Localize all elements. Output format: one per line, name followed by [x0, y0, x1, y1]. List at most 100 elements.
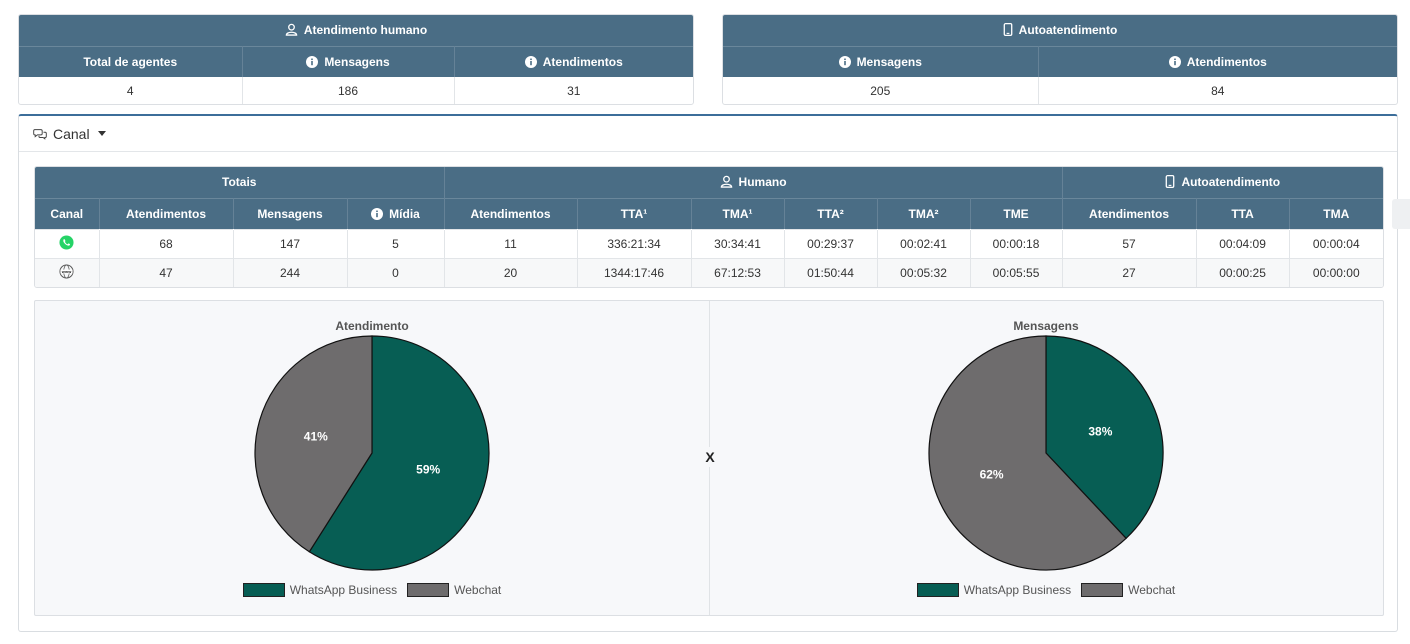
th-human-atendimentos: Atendimentos	[443, 198, 578, 229]
info-icon[interactable]	[1168, 55, 1181, 68]
col-self-messages: Mensagens	[723, 46, 1038, 77]
cell: 11	[443, 228, 578, 258]
cell: 147	[232, 228, 347, 258]
legend-swatch	[407, 583, 450, 597]
cell: 47	[98, 257, 233, 287]
col-self-messages-label: Mensagens	[856, 54, 922, 69]
info-icon[interactable]	[371, 207, 384, 220]
cell: 00:00:04	[1288, 228, 1383, 258]
legend-swatch	[1081, 583, 1124, 597]
cell: 00:00:25	[1195, 257, 1290, 287]
th-tma: TMA	[1288, 198, 1383, 229]
channel-cell: www	[35, 257, 99, 287]
cell: 00:00:18	[969, 228, 1063, 258]
cell: 68	[98, 228, 233, 258]
pie-chart-atendimento: 59% 41%	[254, 335, 490, 571]
th-tma1: TMA¹	[690, 198, 785, 229]
channel-cell	[35, 228, 99, 258]
legend-item-webchat[interactable]: Webchat	[1081, 583, 1175, 597]
webchat-icon: www	[59, 264, 74, 279]
table-row: 68 147 5 11 336:21:34 30:34:41 00:29:37 …	[35, 228, 1383, 258]
legend-label: WhatsApp Business	[963, 583, 1072, 597]
cell: 5	[346, 228, 445, 258]
th-auto-atendimentos: Atendimentos	[1061, 198, 1197, 229]
cell: 20	[443, 257, 578, 287]
human-service-card: Atendimento humano Total de agentes Mens…	[18, 14, 694, 105]
th-canal: Canal	[50, 206, 84, 221]
cell: 00:05:55	[969, 257, 1063, 287]
channel-panel: Canal Totais Humano Autoatendimento Cana…	[18, 114, 1398, 632]
group-auto-label: Autoatendimento	[1181, 175, 1281, 190]
svg-text:www: www	[62, 270, 73, 274]
col-messages: Mensagens	[241, 46, 454, 77]
cell: 336:21:34	[576, 228, 692, 258]
col-self-attendances-label: Atendimentos	[1186, 54, 1267, 69]
legend-item-webchat[interactable]: Webchat	[407, 583, 501, 597]
channel-table: Totais Humano Autoatendimento Canal Aten…	[34, 166, 1384, 288]
th-midia: Mídia	[346, 198, 445, 229]
group-humano-label: Humano	[738, 175, 787, 190]
pie-slice-label: 62%	[980, 468, 1004, 482]
table-row: www 47 244 0 20 1344:17:46 67:12:53 01:5…	[35, 257, 1383, 287]
th-mensagens: Mensagens	[232, 198, 347, 229]
th-tta: TTA	[1195, 198, 1290, 229]
channel-dropdown-label: Canal	[53, 125, 90, 142]
cell: 00:02:41	[876, 228, 971, 258]
side-toggle-button[interactable]	[1392, 199, 1410, 229]
value-messages: 186	[241, 77, 454, 104]
col-self-attendances: Atendimentos	[1037, 46, 1397, 77]
mobile-icon	[1166, 175, 1175, 189]
mobile-icon	[1003, 23, 1013, 37]
legend-swatch	[916, 583, 959, 597]
col-total-agents: Total de agentes	[83, 54, 178, 69]
pie-slice-whatsapp-business[interactable]	[1045, 335, 1164, 540]
pie-slice-label: 59%	[416, 462, 440, 476]
channel-dropdown[interactable]: Canal	[19, 116, 1397, 152]
cell: 30:34:41	[690, 228, 785, 258]
pie-slice-webchat[interactable]	[254, 335, 373, 553]
charts-area: Atendimento 59% 41% WhatsApp Business Web…	[34, 300, 1384, 616]
value-total-agents: 4	[126, 84, 134, 98]
th-atendimentos: Atendimentos	[98, 198, 233, 229]
self-service-card: Autoatendimento Mensagens Atendimentos 2…	[722, 14, 1398, 105]
col-attendances-label: Atendimentos	[542, 54, 623, 69]
info-icon[interactable]	[838, 55, 851, 68]
cell: 01:50:44	[783, 257, 878, 287]
chart-title-atendimento: Atendimento	[335, 319, 409, 333]
legend-item-whatsapp[interactable]: WhatsApp Business	[916, 583, 1072, 597]
legend-label: Webchat	[1128, 583, 1176, 597]
cell: 00:29:37	[783, 228, 878, 258]
cell: 1344:17:46	[576, 257, 692, 287]
legend-swatch	[242, 583, 285, 597]
user-icon	[720, 175, 732, 188]
col-attendances: Atendimentos	[453, 46, 693, 77]
cell: 00:05:32	[876, 257, 971, 287]
group-totais: Totais	[222, 175, 257, 190]
value-attendances: 31	[453, 77, 693, 104]
pie-slice-whatsapp-business[interactable]	[308, 335, 490, 571]
th-tme: TME	[969, 198, 1063, 229]
legend-item-whatsapp[interactable]: WhatsApp Business	[242, 583, 398, 597]
pie-slice-webchat[interactable]	[928, 335, 1127, 571]
legend-label: WhatsApp Business	[289, 583, 398, 597]
info-icon[interactable]	[306, 55, 319, 68]
self-service-title-text: Autoatendimento	[1018, 23, 1118, 38]
legend-atendimento: WhatsApp Business Webchat	[35, 583, 709, 597]
pie-slice-label: 38%	[1088, 424, 1112, 438]
self-service-title: Autoatendimento	[723, 15, 1397, 46]
info-icon[interactable]	[524, 55, 537, 68]
user-icon	[285, 23, 298, 36]
cell: 57	[1061, 228, 1197, 258]
separator-x: X	[701, 447, 719, 467]
group-humano: Humano	[443, 167, 1063, 198]
th-tta1: TTA¹	[576, 198, 692, 229]
cell: 244	[232, 257, 347, 287]
th-midia-label: Mídia	[389, 206, 420, 221]
th-tma2: TMA²	[876, 198, 971, 229]
cell: 00:00:00	[1288, 257, 1383, 287]
pie-slice-label: 41%	[304, 430, 328, 444]
legend-mensagens: WhatsApp Business Webchat	[709, 583, 1383, 597]
human-service-title-text: Atendimento humano	[303, 23, 428, 38]
whatsapp-icon	[59, 234, 74, 250]
